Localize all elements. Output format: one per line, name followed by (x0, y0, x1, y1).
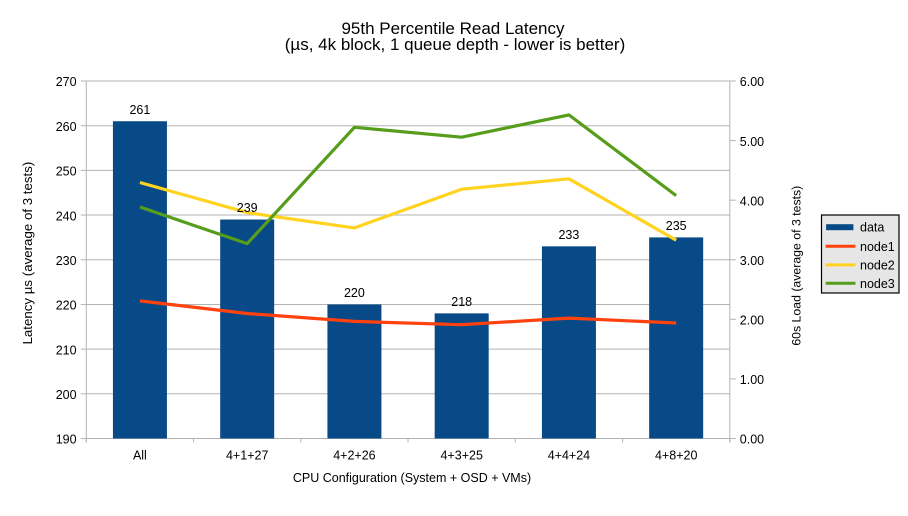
svg-text:3.00: 3.00 (740, 254, 764, 268)
svg-text:4+2+26: 4+2+26 (333, 449, 375, 463)
svg-text:261: 261 (129, 103, 150, 117)
svg-text:CPU Configuration (System + OS: CPU Configuration (System + OSD + VMs) (293, 471, 531, 485)
svg-text:1.00: 1.00 (740, 373, 764, 387)
svg-text:2.00: 2.00 (740, 314, 764, 328)
svg-text:4+8+20: 4+8+20 (655, 449, 697, 463)
svg-text:node2: node2 (860, 258, 895, 272)
svg-text:270: 270 (56, 75, 77, 89)
svg-text:220: 220 (344, 286, 365, 300)
svg-text:95th Percentile Read Latency: 95th Percentile Read Latency (341, 19, 565, 38)
svg-text:(µs, 4k block, 1 queue depth -: (µs, 4k block, 1 queue depth - lower is … (285, 35, 626, 54)
svg-text:220: 220 (56, 299, 77, 313)
svg-text:235: 235 (666, 219, 687, 233)
svg-text:233: 233 (558, 228, 579, 242)
svg-text:60s Load (average of 3 tests): 60s Load (average of 3 tests) (790, 186, 804, 346)
svg-text:6.00: 6.00 (740, 75, 764, 89)
svg-text:node1: node1 (860, 240, 895, 254)
svg-text:data: data (860, 221, 884, 235)
svg-text:240: 240 (56, 209, 77, 223)
svg-text:4+4+24: 4+4+24 (548, 449, 590, 463)
svg-text:4+1+27: 4+1+27 (226, 449, 268, 463)
svg-text:0.00: 0.00 (740, 433, 764, 447)
svg-text:200: 200 (56, 388, 77, 402)
svg-text:All: All (133, 449, 147, 463)
svg-text:5.00: 5.00 (740, 135, 764, 149)
svg-text:210: 210 (56, 343, 77, 357)
svg-text:230: 230 (56, 254, 77, 268)
svg-text:4+3+25: 4+3+25 (440, 449, 482, 463)
svg-text:node3: node3 (860, 277, 895, 291)
svg-text:190: 190 (56, 433, 77, 447)
svg-text:Latency µs (average of 3 tests: Latency µs (average of 3 tests) (20, 162, 35, 345)
svg-text:250: 250 (56, 165, 77, 179)
svg-text:4.00: 4.00 (740, 194, 764, 208)
svg-text:218: 218 (451, 295, 472, 309)
svg-text:260: 260 (56, 120, 77, 134)
svg-text:239: 239 (237, 201, 258, 215)
